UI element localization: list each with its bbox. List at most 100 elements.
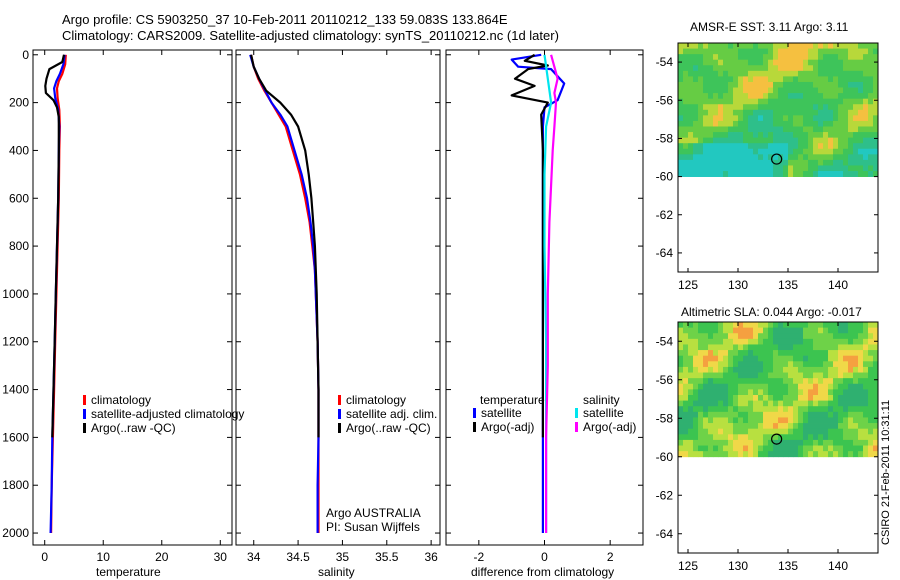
map-cell — [743, 383, 749, 390]
map-cell — [783, 165, 789, 172]
map-cell — [868, 389, 874, 396]
map-cell — [848, 350, 854, 357]
map-cell — [873, 126, 879, 133]
map-cell — [788, 417, 794, 424]
map-cell — [778, 65, 784, 72]
map-cell — [808, 423, 814, 430]
map-cell — [748, 338, 754, 345]
map-cell — [863, 411, 869, 418]
map-cell — [798, 109, 804, 116]
map-cell — [803, 445, 809, 452]
map-cell — [743, 411, 749, 418]
panel-frame — [32, 49, 233, 546]
map-cell — [703, 154, 709, 161]
map-cell — [733, 428, 739, 435]
map-cell — [683, 93, 689, 100]
y-tick-label: 800 — [9, 239, 29, 253]
map-cell — [793, 361, 799, 368]
map-cell — [758, 372, 764, 379]
map-cell — [838, 132, 844, 139]
map-cell — [863, 333, 869, 340]
map-cell — [688, 439, 694, 446]
map-cell — [728, 104, 734, 111]
map-cell — [778, 171, 784, 177]
map-cell — [868, 48, 874, 55]
map-cell — [763, 406, 769, 413]
map-cell — [703, 126, 709, 133]
map-cell — [728, 389, 734, 396]
map-cell — [833, 98, 839, 105]
map-cell — [753, 76, 759, 83]
map-cell — [678, 400, 684, 407]
map-cell — [788, 115, 794, 122]
map-cell — [843, 417, 849, 424]
map-cell — [733, 350, 739, 357]
map-cell — [818, 137, 824, 144]
map-cell — [718, 171, 724, 177]
map-cell — [748, 406, 754, 413]
map-cell — [763, 322, 769, 329]
map-cell — [873, 389, 879, 396]
map-cell — [763, 76, 769, 83]
map-cell — [828, 333, 834, 340]
y-tick-label: 1600 — [2, 430, 29, 444]
map-cell — [683, 361, 689, 368]
map-cell — [728, 394, 734, 401]
map-cell — [848, 54, 854, 61]
map-cell — [733, 115, 739, 122]
map-cell — [848, 428, 854, 435]
map-cell — [763, 378, 769, 385]
map-cell — [688, 132, 694, 139]
map-cell — [763, 327, 769, 334]
map-cell — [783, 439, 789, 446]
map-cell — [693, 81, 699, 88]
map-cell — [768, 115, 774, 122]
map-cell — [698, 445, 704, 452]
map-cell — [723, 378, 729, 385]
figure-title-line1: Argo profile: CS 5903250_37 10-Feb-2011 … — [62, 12, 508, 27]
map-cell — [788, 87, 794, 94]
map-cell — [873, 350, 879, 357]
map-cell — [813, 54, 819, 61]
map-cell — [818, 148, 824, 155]
map-cell — [733, 104, 739, 111]
map-cell — [803, 165, 809, 172]
map-cell — [753, 389, 759, 396]
map-cell — [803, 120, 809, 127]
map-cell — [818, 165, 824, 172]
map-cell — [773, 383, 779, 390]
map-cell — [763, 137, 769, 144]
map-cell — [683, 344, 689, 351]
map-cell — [828, 400, 834, 407]
map-cell — [843, 126, 849, 133]
map-cell — [758, 445, 764, 452]
map-cell — [698, 165, 704, 172]
map-cell — [678, 59, 684, 66]
map-cell — [788, 400, 794, 407]
map-cell — [868, 171, 874, 177]
map-cell — [678, 98, 684, 105]
map-cell — [678, 361, 684, 368]
map-cell — [793, 109, 799, 116]
map-cell — [683, 327, 689, 334]
map-cell — [743, 327, 749, 334]
map-cell — [693, 389, 699, 396]
map-cell — [718, 338, 724, 345]
map-cell — [713, 333, 719, 340]
map-cell — [758, 43, 764, 49]
map-cell — [678, 143, 684, 150]
map-cell — [723, 394, 729, 401]
map-cell — [733, 65, 739, 72]
map-cell — [818, 154, 824, 161]
map-cell — [773, 154, 779, 161]
map-cell — [848, 451, 854, 458]
map-cell — [828, 350, 834, 357]
map-cell — [723, 411, 729, 418]
map-cell — [778, 104, 784, 111]
map-cell — [723, 65, 729, 72]
map-cell — [678, 93, 684, 100]
map-cell — [683, 445, 689, 452]
map-cell — [683, 137, 689, 144]
map-cell — [693, 104, 699, 111]
map-cell — [788, 126, 794, 133]
